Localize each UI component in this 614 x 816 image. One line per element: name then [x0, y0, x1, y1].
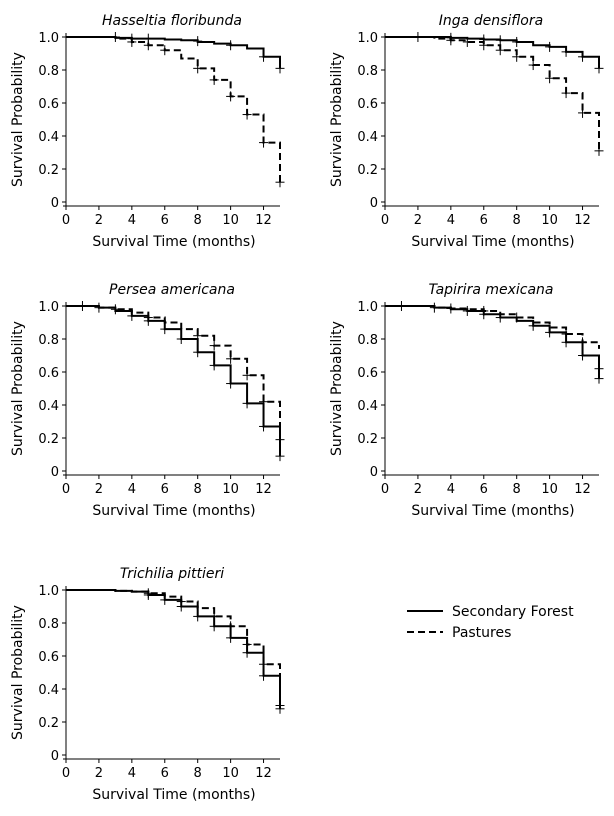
- chart-panel: 0 2 4 6 8 10 12 0 0.2 0.4 0.6 0.8 1.0 Inga densiflora…: [329, 13, 604, 250]
- chart-panel: 0 2 4 6 8 10 12 0 0.2 0.4 0.6 0.8 1.0 Tapirira mexica…: [329, 282, 604, 519]
- y-tick-label: 0: [51, 749, 59, 764]
- x-tick-label: 6: [161, 482, 169, 497]
- x-tick-label: 0: [62, 482, 70, 497]
- y-tick-label: 0.8: [38, 617, 59, 632]
- x-tick-label: 8: [194, 482, 202, 497]
- panel-title: Trichilia pittieri: [120, 566, 224, 582]
- series-line-secondary-forest: [66, 589, 281, 706]
- x-tick-label: 10: [541, 482, 558, 497]
- x-tick-label: 12: [255, 482, 272, 497]
- panel-title: Persea americana: [109, 282, 235, 298]
- x-tick-label: 4: [128, 766, 136, 781]
- series-line-pastures: [66, 36, 281, 183]
- y-tick-label: 0.8: [357, 333, 378, 348]
- legend-label-pastures: Pastures: [452, 625, 511, 641]
- y-tick-label: 0.2: [357, 163, 378, 178]
- y-tick-label: 0.6: [357, 97, 378, 112]
- legend-label-secondary-forest: Secondary Forest: [452, 604, 574, 620]
- series-line-pastures: [66, 305, 281, 440]
- y-tick-label: 0.4: [38, 399, 59, 414]
- x-tick-label: 4: [447, 482, 455, 497]
- y-tick-label: 0.4: [38, 683, 59, 698]
- x-tick-label: 2: [414, 482, 422, 497]
- x-tick-label: 12: [574, 213, 591, 228]
- x-axis-label: Survival Time (months): [92, 234, 255, 250]
- series-line-secondary-forest: [385, 36, 600, 69]
- x-tick-label: 4: [128, 482, 136, 497]
- y-tick-label: 0.8: [38, 64, 59, 79]
- x-tick-label: 0: [62, 766, 70, 781]
- y-tick-label: 0.4: [38, 130, 59, 145]
- x-tick-label: 12: [255, 213, 272, 228]
- y-axis-label: Survival Probability: [10, 52, 26, 187]
- chart-panel: 0 2 4 6 8 10 12 0 0.2 0.4 0.6 0.8 1.0 Persea american…: [10, 282, 285, 519]
- y-axis-label: Survival Probability: [329, 52, 345, 187]
- y-tick-label: 0.6: [38, 97, 59, 112]
- series-line-secondary-forest: [66, 36, 281, 69]
- x-axis-label: Survival Time (months): [92, 503, 255, 519]
- y-tick-label: 0.6: [357, 366, 378, 381]
- series-line-secondary-forest: [66, 305, 281, 457]
- x-tick-label: 10: [541, 213, 558, 228]
- x-axis-label: Survival Time (months): [411, 503, 574, 519]
- x-tick-label: 0: [62, 213, 70, 228]
- y-axis-label: Survival Probability: [329, 321, 345, 456]
- x-axis-label: Survival Time (months): [92, 787, 255, 803]
- y-tick-label: 0.2: [38, 432, 59, 447]
- y-tick-label: 0.4: [357, 399, 378, 414]
- x-tick-label: 6: [161, 213, 169, 228]
- y-tick-label: 0.6: [38, 650, 59, 665]
- y-tick-label: 0.2: [357, 432, 378, 447]
- x-tick-label: 12: [574, 482, 591, 497]
- x-tick-label: 2: [95, 213, 103, 228]
- x-tick-label: 2: [95, 482, 103, 497]
- x-tick-label: 6: [161, 766, 169, 781]
- panel-title: Inga densiflora: [439, 13, 543, 29]
- legend: Secondary Forest Pastures: [407, 604, 574, 641]
- x-tick-label: 12: [255, 766, 272, 781]
- y-tick-label: 0.4: [357, 130, 378, 145]
- x-tick-label: 4: [128, 213, 136, 228]
- y-tick-label: 0.2: [38, 163, 59, 178]
- x-tick-label: 8: [513, 213, 521, 228]
- x-tick-label: 8: [194, 213, 202, 228]
- y-tick-label: 1.0: [38, 300, 59, 315]
- x-tick-label: 8: [194, 766, 202, 781]
- y-tick-label: 0.8: [38, 333, 59, 348]
- y-tick-label: 0.8: [357, 64, 378, 79]
- y-tick-label: 1.0: [357, 31, 378, 46]
- panel-title: Hasseltia floribunda: [102, 13, 242, 29]
- panels-group: 0 2 4 6 8 10 12 0 0.2 0.4 0.6 0.8 1.0 Hasseltia flori…: [10, 13, 604, 803]
- series-line-pastures: [385, 36, 600, 151]
- y-tick-label: 0: [51, 465, 59, 480]
- x-tick-label: 10: [222, 766, 239, 781]
- y-tick-label: 1.0: [38, 584, 59, 599]
- y-tick-label: 0: [370, 196, 378, 211]
- y-axis-label: Survival Probability: [10, 321, 26, 456]
- y-axis-label: Survival Probability: [10, 605, 26, 740]
- y-tick-label: 0: [370, 465, 378, 480]
- y-tick-label: 0.2: [38, 716, 59, 731]
- x-tick-label: 10: [222, 213, 239, 228]
- chart-panel: 0 2 4 6 8 10 12 0 0.2 0.4 0.6 0.8 1.0 Hasseltia flori…: [10, 13, 285, 250]
- x-tick-label: 0: [381, 482, 389, 497]
- x-tick-label: 0: [381, 213, 389, 228]
- x-tick-label: 8: [513, 482, 521, 497]
- chart-panel: 0 2 4 6 8 10 12 0 0.2 0.4 0.6 0.8 1.0 Trichilia pitti…: [10, 566, 285, 803]
- x-tick-label: 2: [414, 213, 422, 228]
- y-tick-label: 0: [51, 196, 59, 211]
- x-axis-label: Survival Time (months): [411, 234, 574, 250]
- x-tick-label: 6: [480, 213, 488, 228]
- y-tick-label: 1.0: [38, 31, 59, 46]
- y-tick-label: 1.0: [357, 300, 378, 315]
- panel-title: Tapirira mexicana: [428, 282, 553, 298]
- x-tick-label: 10: [222, 482, 239, 497]
- x-tick-label: 4: [447, 213, 455, 228]
- y-tick-label: 0.6: [38, 366, 59, 381]
- x-tick-label: 2: [95, 766, 103, 781]
- x-tick-label: 6: [480, 482, 488, 497]
